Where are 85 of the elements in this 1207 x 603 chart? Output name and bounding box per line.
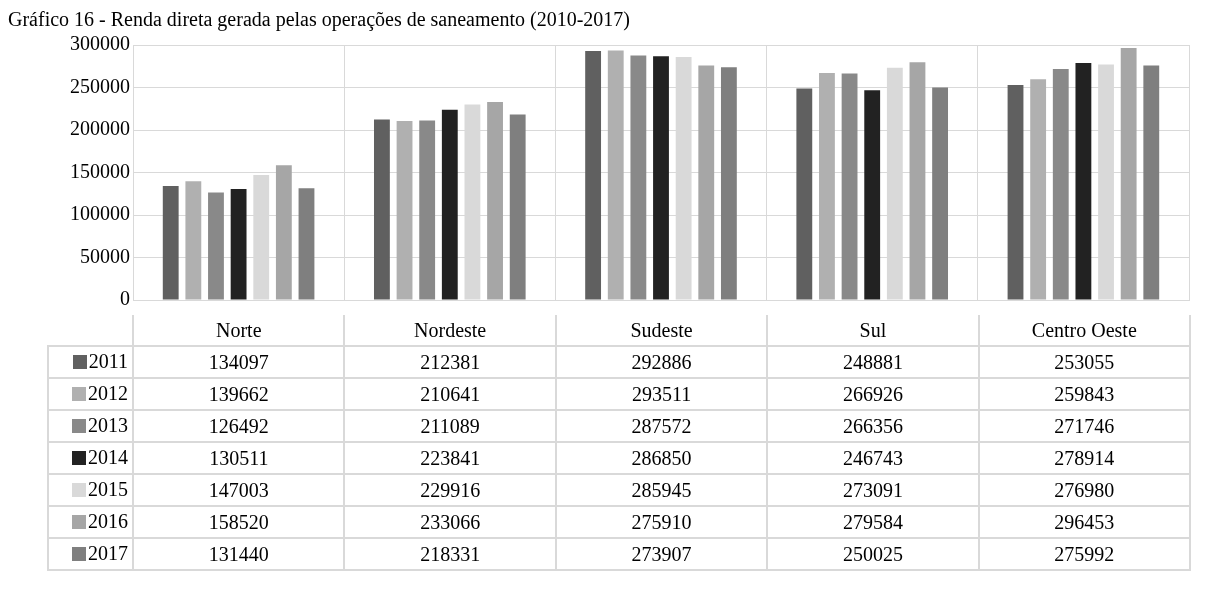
legend-label: 2015	[88, 478, 129, 502]
bar	[275, 165, 292, 300]
bar	[720, 67, 737, 300]
data-label: 259843	[978, 378, 1190, 410]
bar	[509, 114, 526, 300]
y-tick-label: 50000	[80, 244, 130, 267]
y-tick-label: 100000	[70, 202, 130, 225]
bar	[864, 90, 881, 300]
bar	[1075, 62, 1092, 300]
bar	[230, 189, 247, 300]
x-tick-label: Nordeste	[344, 315, 556, 346]
data-label: 266926	[767, 378, 979, 410]
data-label: 223841	[344, 442, 556, 474]
data-label: 229916	[344, 474, 556, 506]
data-label: 279584	[767, 506, 979, 538]
data-label: 293511	[555, 378, 768, 410]
bar	[932, 87, 949, 300]
bar	[1007, 84, 1024, 300]
data-label: 278914	[978, 442, 1190, 474]
legend-label: 2014	[88, 446, 129, 470]
data-label: 266356	[767, 410, 979, 442]
bar	[1143, 65, 1160, 300]
legend-label: 2011	[88, 350, 129, 374]
bar	[441, 109, 458, 300]
y-tick-label: 300000	[70, 32, 130, 55]
bar	[1120, 48, 1137, 300]
data-label: 131440	[133, 538, 345, 570]
bar	[162, 186, 179, 300]
bar	[630, 55, 647, 300]
bar	[1030, 79, 1047, 300]
data-label: 211089	[344, 410, 556, 442]
x-tick-label: Norte	[133, 315, 345, 346]
bar	[1052, 69, 1069, 300]
bar	[819, 73, 835, 300]
legend-label: 2017	[88, 542, 129, 566]
x-tick-label: Sudeste	[555, 315, 768, 346]
data-label: 273091	[767, 474, 979, 506]
bar	[487, 101, 503, 300]
bar	[585, 51, 602, 300]
data-label: 212381	[344, 346, 556, 378]
bar	[698, 65, 715, 300]
data-label: 158520	[133, 506, 345, 538]
legend-label: 2012	[88, 382, 129, 406]
data-label: 246743	[767, 442, 979, 474]
chart-title: Gráfico 16 - Renda direta gerada pelas operações de saneamento (2010-2017)	[8, 8, 631, 30]
y-tick-label: 200000	[70, 117, 130, 140]
data-label: 139662	[133, 378, 345, 410]
data-label: 233066	[344, 506, 556, 538]
bar	[796, 88, 813, 300]
y-tick-label: 0	[120, 287, 130, 310]
bar	[607, 50, 624, 300]
bar	[373, 119, 390, 300]
data-label: 248881	[767, 346, 979, 378]
bar	[653, 56, 669, 300]
data-label: 286850	[555, 442, 768, 474]
bar	[909, 62, 926, 300]
x-tick-label: Centro Oeste	[978, 315, 1190, 346]
data-label: 134097	[133, 346, 345, 378]
bar	[185, 181, 202, 300]
data-label: 285945	[555, 474, 768, 506]
y-tick-label: 150000	[70, 159, 130, 182]
data-label: 126492	[133, 410, 345, 442]
bar	[396, 120, 413, 300]
legend-label: 2016	[88, 510, 129, 534]
bar	[208, 192, 224, 300]
x-tick-label: Sul	[767, 315, 979, 346]
data-label: 218331	[344, 538, 556, 570]
bar	[841, 73, 858, 300]
data-label: 276980	[978, 474, 1190, 506]
y-tick-label: 250000	[70, 74, 130, 97]
data-label: 296453	[978, 506, 1190, 538]
data-label: 210641	[344, 378, 556, 410]
data-label: 253055	[978, 346, 1190, 378]
data-label: 147003	[133, 474, 345, 506]
bar	[419, 120, 436, 300]
data-label: 275992	[978, 538, 1190, 570]
data-label: 292886	[555, 346, 768, 378]
data-label: 273907	[555, 538, 768, 570]
data-label: 250025	[767, 538, 979, 570]
legend-label: 2013	[88, 414, 129, 438]
data-label: 130511	[133, 442, 345, 474]
bar	[298, 188, 315, 300]
data-label: 275910	[555, 506, 768, 538]
data-label: 287572	[555, 410, 768, 442]
data-label: 271746	[978, 410, 1190, 442]
